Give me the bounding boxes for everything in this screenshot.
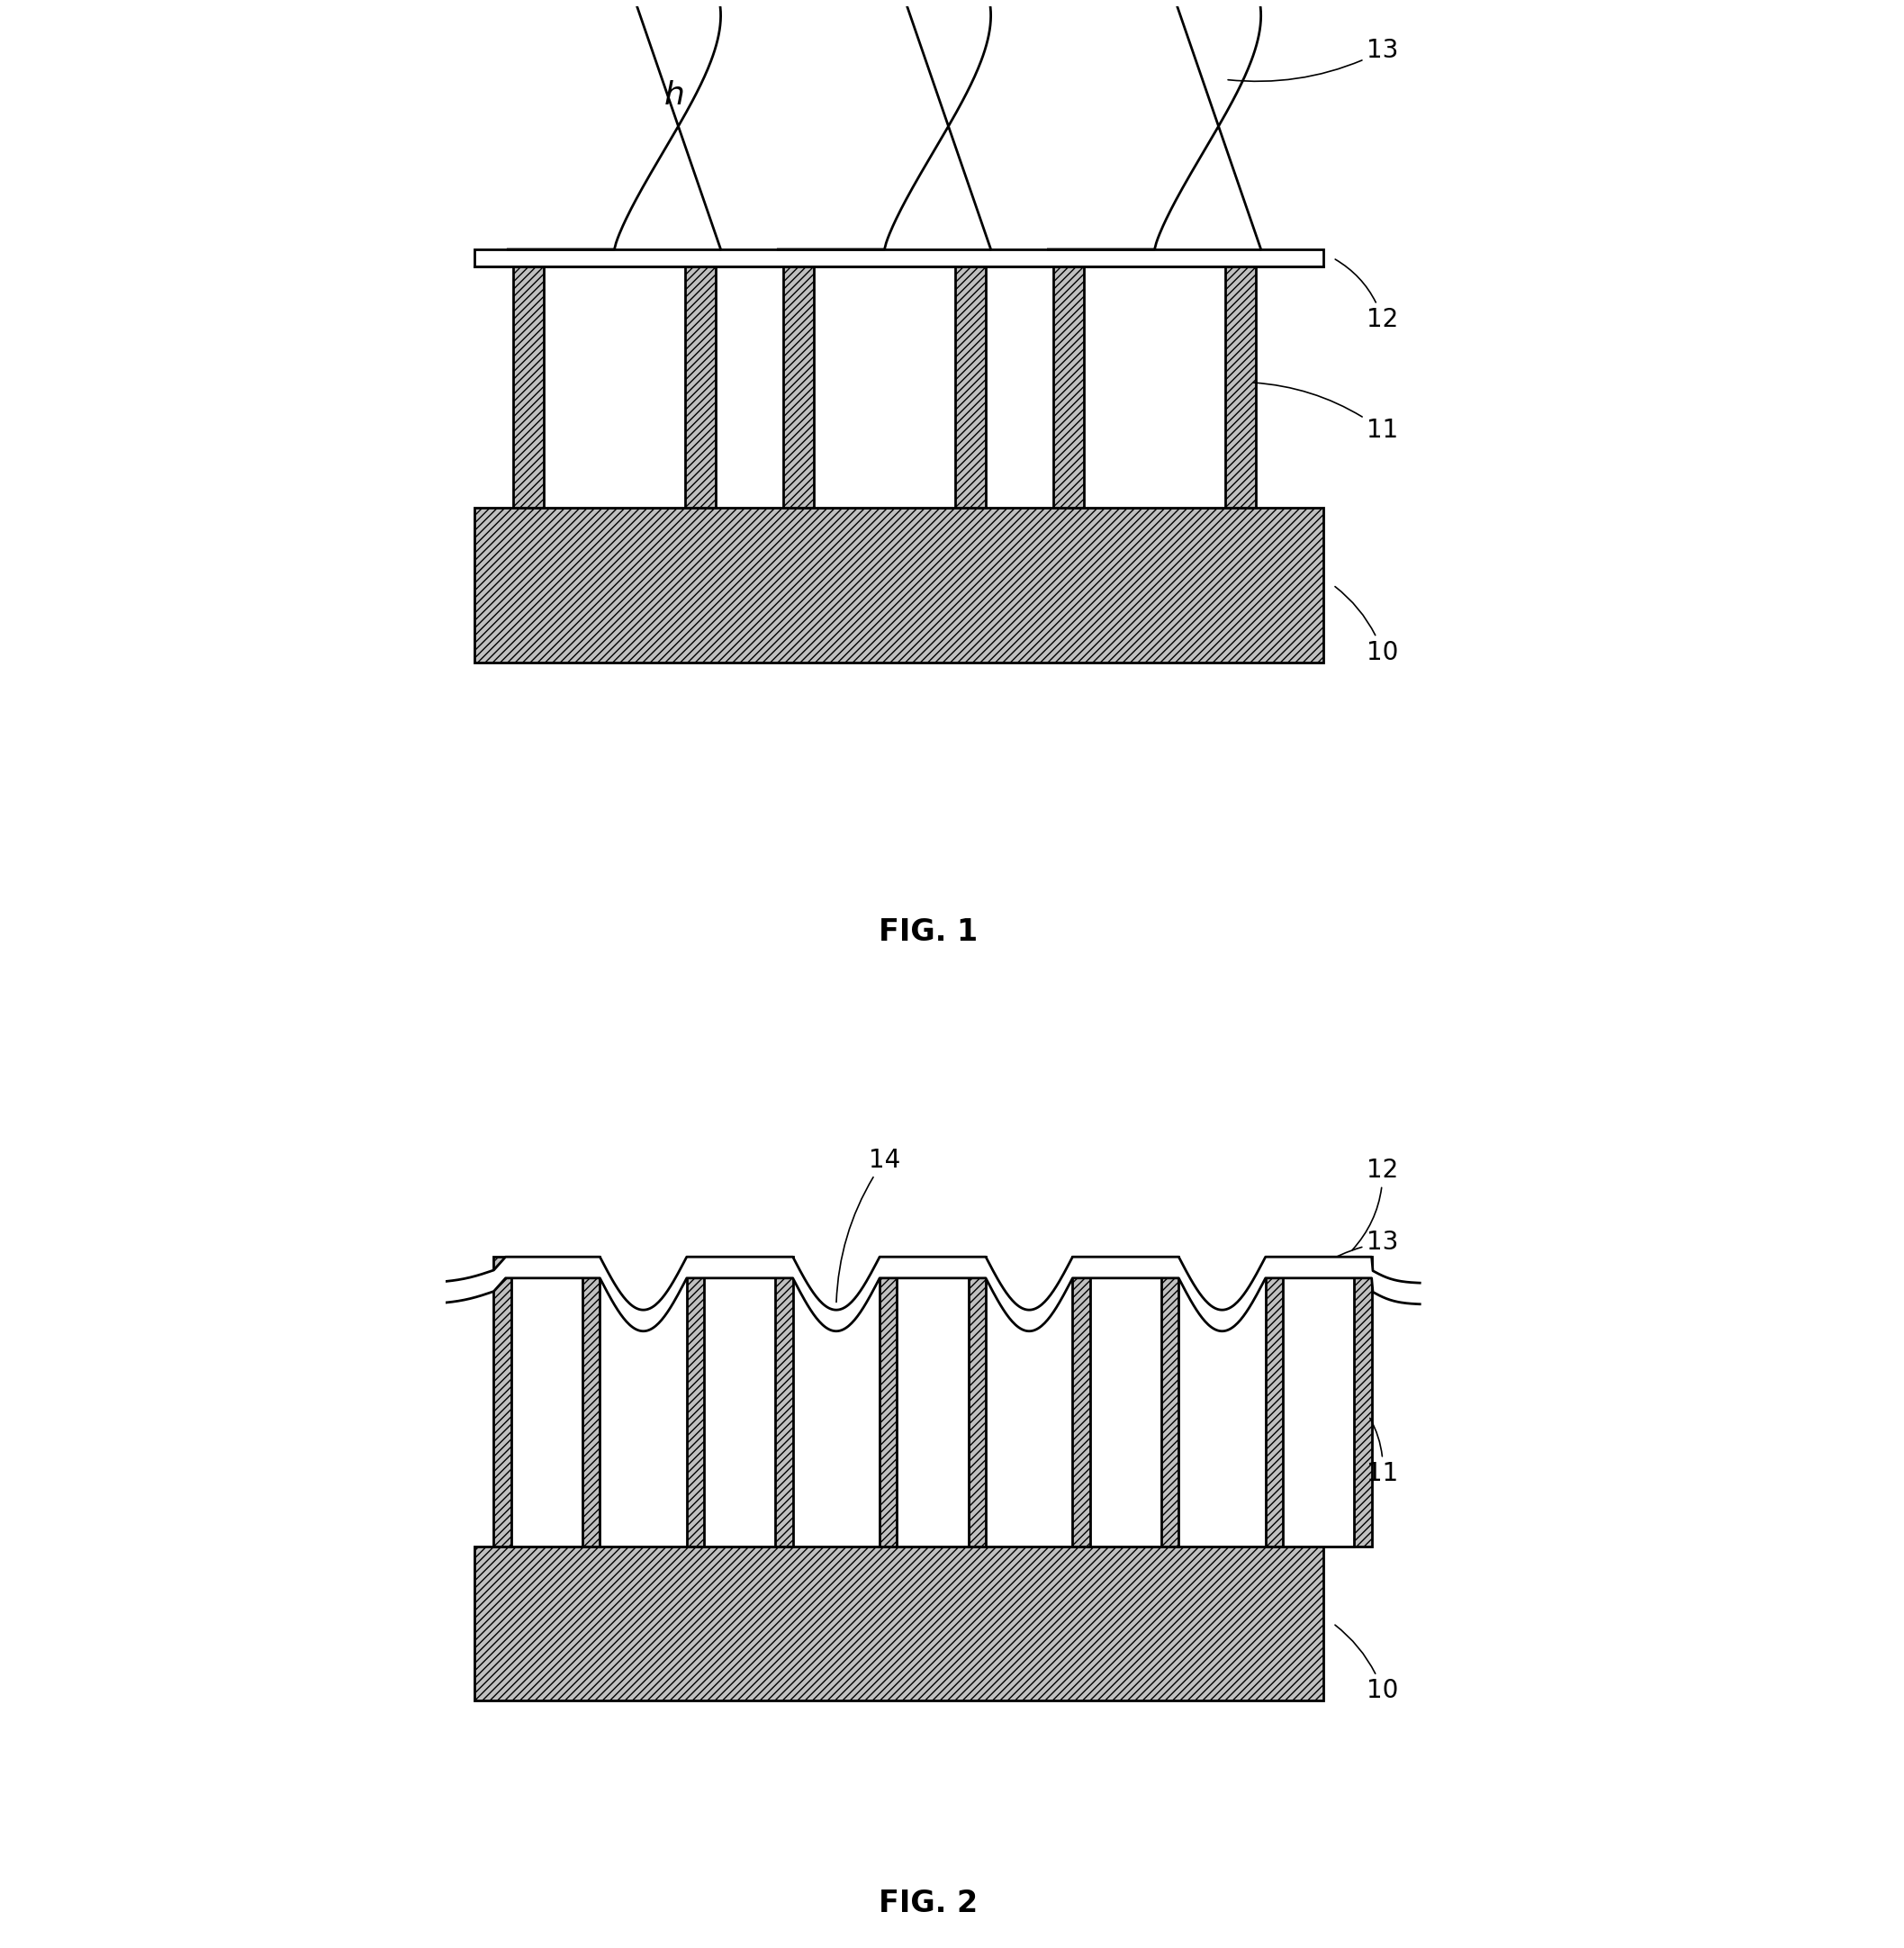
Bar — [704, 1256, 775, 1547]
Bar — [687, 1256, 792, 1547]
Text: h: h — [664, 80, 684, 111]
Bar — [1089, 1256, 1161, 1547]
Text: FIG. 2: FIG. 2 — [878, 1888, 977, 1919]
Text: 10: 10 — [1335, 1625, 1399, 1704]
Bar — [783, 267, 986, 508]
Text: 13: 13 — [1228, 39, 1399, 82]
Bar — [510, 1256, 583, 1547]
Bar — [880, 1256, 986, 1547]
Text: 12: 12 — [1335, 259, 1399, 333]
Bar — [474, 1547, 1323, 1701]
Bar — [493, 1256, 600, 1547]
Bar — [1072, 1256, 1179, 1547]
Bar — [1266, 1256, 1371, 1547]
Bar — [474, 249, 1323, 267]
Bar — [545, 267, 685, 508]
Bar — [1283, 1256, 1354, 1547]
Text: 14: 14 — [836, 1147, 901, 1301]
Bar — [1053, 267, 1257, 508]
Bar — [897, 1256, 969, 1547]
Bar — [815, 267, 956, 508]
Text: 10: 10 — [1335, 586, 1399, 664]
Polygon shape — [417, 1256, 1420, 1330]
Text: 13: 13 — [1321, 1229, 1399, 1264]
Bar — [1083, 267, 1224, 508]
Text: 11: 11 — [1367, 1418, 1399, 1486]
Text: FIG. 1: FIG. 1 — [878, 918, 977, 947]
Text: 12: 12 — [1352, 1157, 1399, 1251]
Bar — [474, 508, 1323, 662]
Bar — [512, 267, 716, 508]
Text: 11: 11 — [1253, 382, 1399, 444]
